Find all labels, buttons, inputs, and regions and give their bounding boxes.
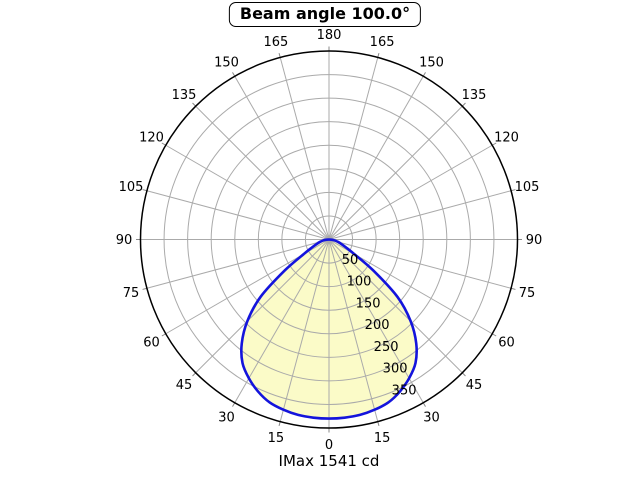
- radial-label: 300: [383, 362, 408, 377]
- grid-radial-line: [146, 190, 330, 240]
- angle-label: 45: [466, 378, 483, 393]
- angle-label: 60: [498, 336, 515, 351]
- radial-label: 150: [356, 296, 381, 311]
- radial-label: 50: [342, 253, 359, 268]
- angle-tick: [510, 189, 516, 192]
- angle-label: 90: [116, 233, 133, 248]
- angle-label: 30: [218, 411, 235, 426]
- angle-label: 90: [526, 233, 543, 248]
- angle-label: 180: [317, 28, 342, 43]
- grid-radial-line: [328, 57, 379, 240]
- angle-label: 150: [419, 56, 444, 71]
- grid-radial-line: [328, 190, 512, 240]
- grid-radial-line: [279, 239, 330, 422]
- angle-tick: [192, 372, 197, 377]
- angle-label: 120: [139, 131, 164, 146]
- radial-label: 100: [347, 275, 372, 290]
- grid-radial-line: [328, 239, 379, 422]
- angle-label: 75: [123, 286, 140, 301]
- radial-label: 200: [365, 318, 390, 333]
- angle-tick: [491, 333, 497, 337]
- grid-radial-line: [234, 76, 330, 240]
- angle-label: 30: [423, 411, 440, 426]
- angle-label: 60: [143, 336, 160, 351]
- grid-radial-line: [328, 144, 493, 240]
- angle-label: 135: [462, 88, 487, 103]
- angle-label: 150: [214, 56, 239, 71]
- angle-label: 105: [515, 180, 540, 195]
- angle-label: 165: [370, 35, 395, 50]
- angle-label: 105: [119, 180, 144, 195]
- angle-tick: [232, 402, 236, 407]
- angle-tick: [422, 402, 426, 407]
- angle-label: 15: [268, 431, 285, 446]
- angle-label: 15: [374, 431, 391, 446]
- angle-tick: [461, 102, 466, 107]
- imax-label: IMax 1541 cd: [278, 452, 380, 470]
- angle-tick: [510, 287, 516, 290]
- angle-tick: [491, 142, 497, 146]
- grid-radial-line: [165, 144, 330, 240]
- angle-label: 0: [325, 438, 333, 453]
- grid-radial-line: [234, 239, 330, 403]
- grid-radial-line: [328, 239, 463, 374]
- grid-radial-line: [328, 239, 424, 403]
- angle-label: 135: [172, 88, 197, 103]
- angle-tick: [461, 372, 466, 377]
- grid-radial-line: [195, 239, 330, 374]
- grid-radial-line: [328, 76, 424, 240]
- angle-label: 120: [494, 131, 519, 146]
- grid-radial-line: [195, 105, 330, 240]
- chart-title: Beam angle 100.0°: [228, 2, 422, 27]
- radial-label: 250: [374, 340, 399, 355]
- grid-radial-line: [279, 57, 330, 240]
- angle-label: 165: [263, 35, 288, 50]
- grid-radial-line: [328, 105, 463, 240]
- angle-label: 75: [519, 286, 536, 301]
- beam-curve: [240, 238, 418, 420]
- outer-circle: [139, 50, 519, 429]
- angle-label: 45: [176, 378, 193, 393]
- grid-radial-line: [146, 239, 330, 289]
- grid-radial-line: [328, 239, 512, 289]
- radial-label: 350: [392, 383, 417, 398]
